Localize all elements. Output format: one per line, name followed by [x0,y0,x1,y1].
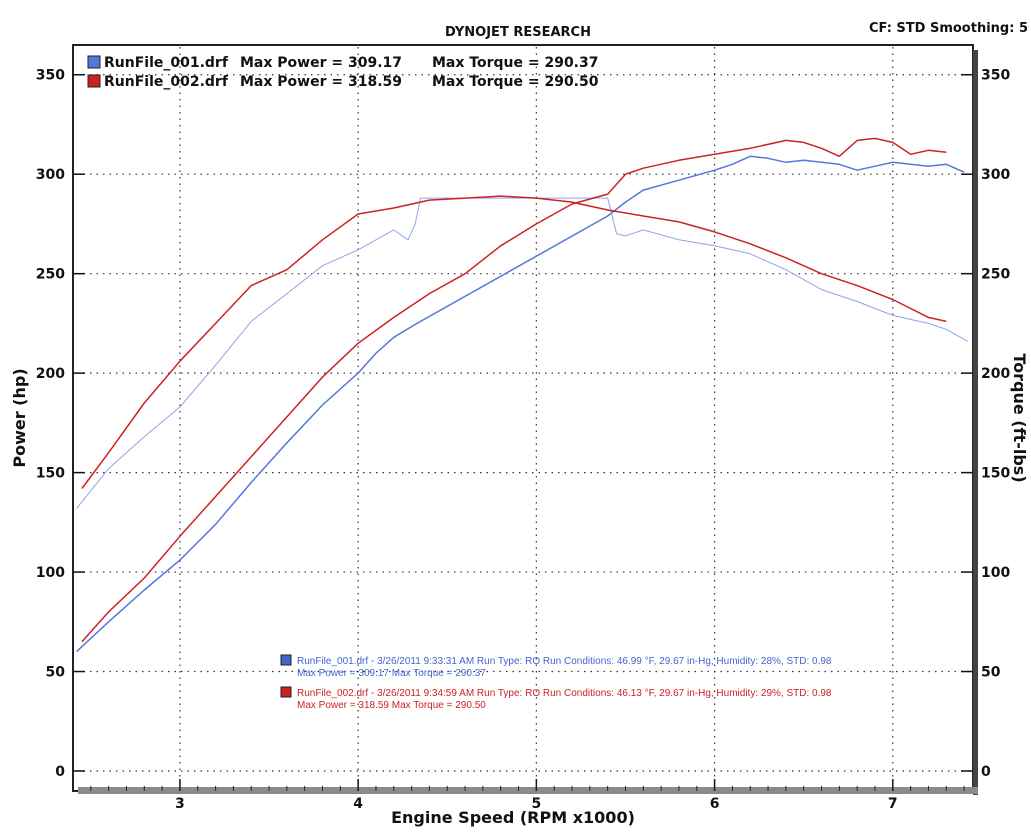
settings-label: CF: STD Smoothing: 5 [869,21,1028,36]
y2-tick-label: 200 [981,366,1010,382]
y-tick-label: 0 [55,764,65,780]
y2-tick-label: 100 [981,565,1010,581]
series-group [76,137,968,653]
y-tick-label: 350 [36,68,65,84]
y2-axis-title: Torque (ft-lbs) [1010,353,1029,482]
chart-title: DYNOJET RESEARCH [445,25,591,40]
y-tick-label: 300 [36,167,65,183]
run-info-line-2a: RunFile_002.drf - 3/26/2011 9:34:59 AM R… [297,688,832,699]
legend-torque-1: Max Torque = 290.37 [432,55,598,71]
run-info-line-1b: Max Power = 309.17 Max Torque = 290.37 [297,668,486,679]
y-tick-label: 150 [36,466,65,482]
y2-tick-label: 250 [981,267,1010,283]
y2-tick-label: 150 [981,466,1010,482]
axis-ticks: 3 4 5 6 7 0 50 100 150 200 250 300 350 0 50 100 150 200 25… [36,68,1011,812]
legend-power-2: Max Power = 318.59 [240,74,402,90]
series-line-1 [76,155,965,653]
legend-swatch-1 [87,55,101,69]
y2-tick-label: 50 [981,665,1001,681]
y-tick-label: 250 [36,267,65,283]
y2-tick-label: 0 [981,764,991,780]
y2-tick-label: 300 [981,167,1010,183]
x-tick-label: 4 [353,796,363,812]
series-line-4 [81,195,947,489]
run-info-line-2b: Max Power = 318.59 Max Torque = 290.50 [297,700,486,711]
series-line-2 [76,197,968,509]
legend-file-1: RunFile_001.drf [104,55,229,71]
x-axis-title: Engine Speed (RPM x1000) [391,808,635,827]
legend-power-1: Max Power = 309.17 [240,55,402,71]
x-tick-label: 7 [888,796,898,812]
y-tick-label: 100 [36,565,65,581]
legend-file-2: RunFile_002.drf [104,74,229,90]
frame-shadow-bottom [78,787,978,794]
run-info-swatch-1 [280,654,292,666]
run-info-legend: RunFile_001.drf - 3/26/2011 9:33:31 AM R… [280,654,832,711]
run-info-swatch-2 [280,686,292,698]
legend-torque-2: Max Torque = 290.50 [432,74,599,90]
series-line-3 [81,137,947,643]
legend-top: RunFile_001.drf Max Power = 309.17 Max T… [87,55,599,90]
frame-shadow-right [973,50,978,795]
x-tick-label: 5 [531,796,541,812]
legend-swatch-2 [87,74,101,88]
x-tick-label: 3 [175,796,185,812]
x-tick-label: 6 [710,796,720,812]
y-tick-label: 50 [46,665,66,681]
y2-tick-label: 350 [981,68,1010,84]
run-info-line-1a: RunFile_001.drf - 3/26/2011 9:33:31 AM R… [297,656,832,667]
plot-frame [72,44,974,792]
y-axis-title: Power (hp) [10,368,29,467]
y-tick-label: 200 [36,366,65,382]
